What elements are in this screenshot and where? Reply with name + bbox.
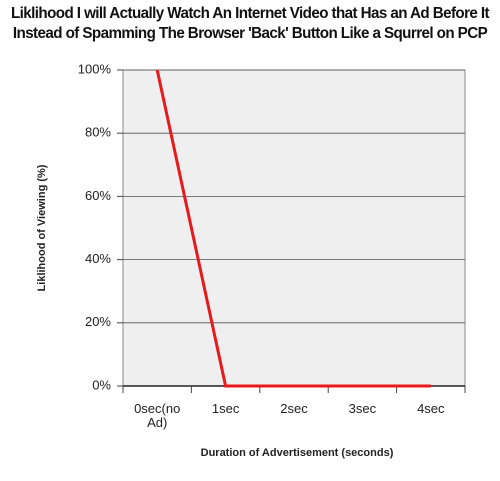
y-tick-label: 100% [78, 61, 112, 76]
y-tick-label: 80% [85, 125, 111, 140]
plot-area [122, 69, 466, 387]
y-axis-label: Liklihood of Viewing (%) [36, 164, 48, 291]
x-tick-label: 3sec [348, 401, 377, 416]
x-axis-label: Duration of Advertisement (seconds) [201, 447, 394, 459]
y-tick-label: 60% [85, 188, 111, 203]
x-tick-label: 2sec [280, 401, 308, 416]
y-tick-label: 0% [92, 377, 111, 392]
x-tick-label: 0sec(no Ad) [134, 401, 181, 430]
chart-title: Liklihood I will Actually Watch An Inter… [10, 5, 490, 42]
x-tick-label: 1sec [211, 401, 240, 416]
y-tick-label: 20% [85, 314, 111, 329]
line [155, 69, 431, 388]
y-tick-label: 40% [85, 251, 111, 266]
x-tick-label: 4sec [417, 401, 445, 416]
